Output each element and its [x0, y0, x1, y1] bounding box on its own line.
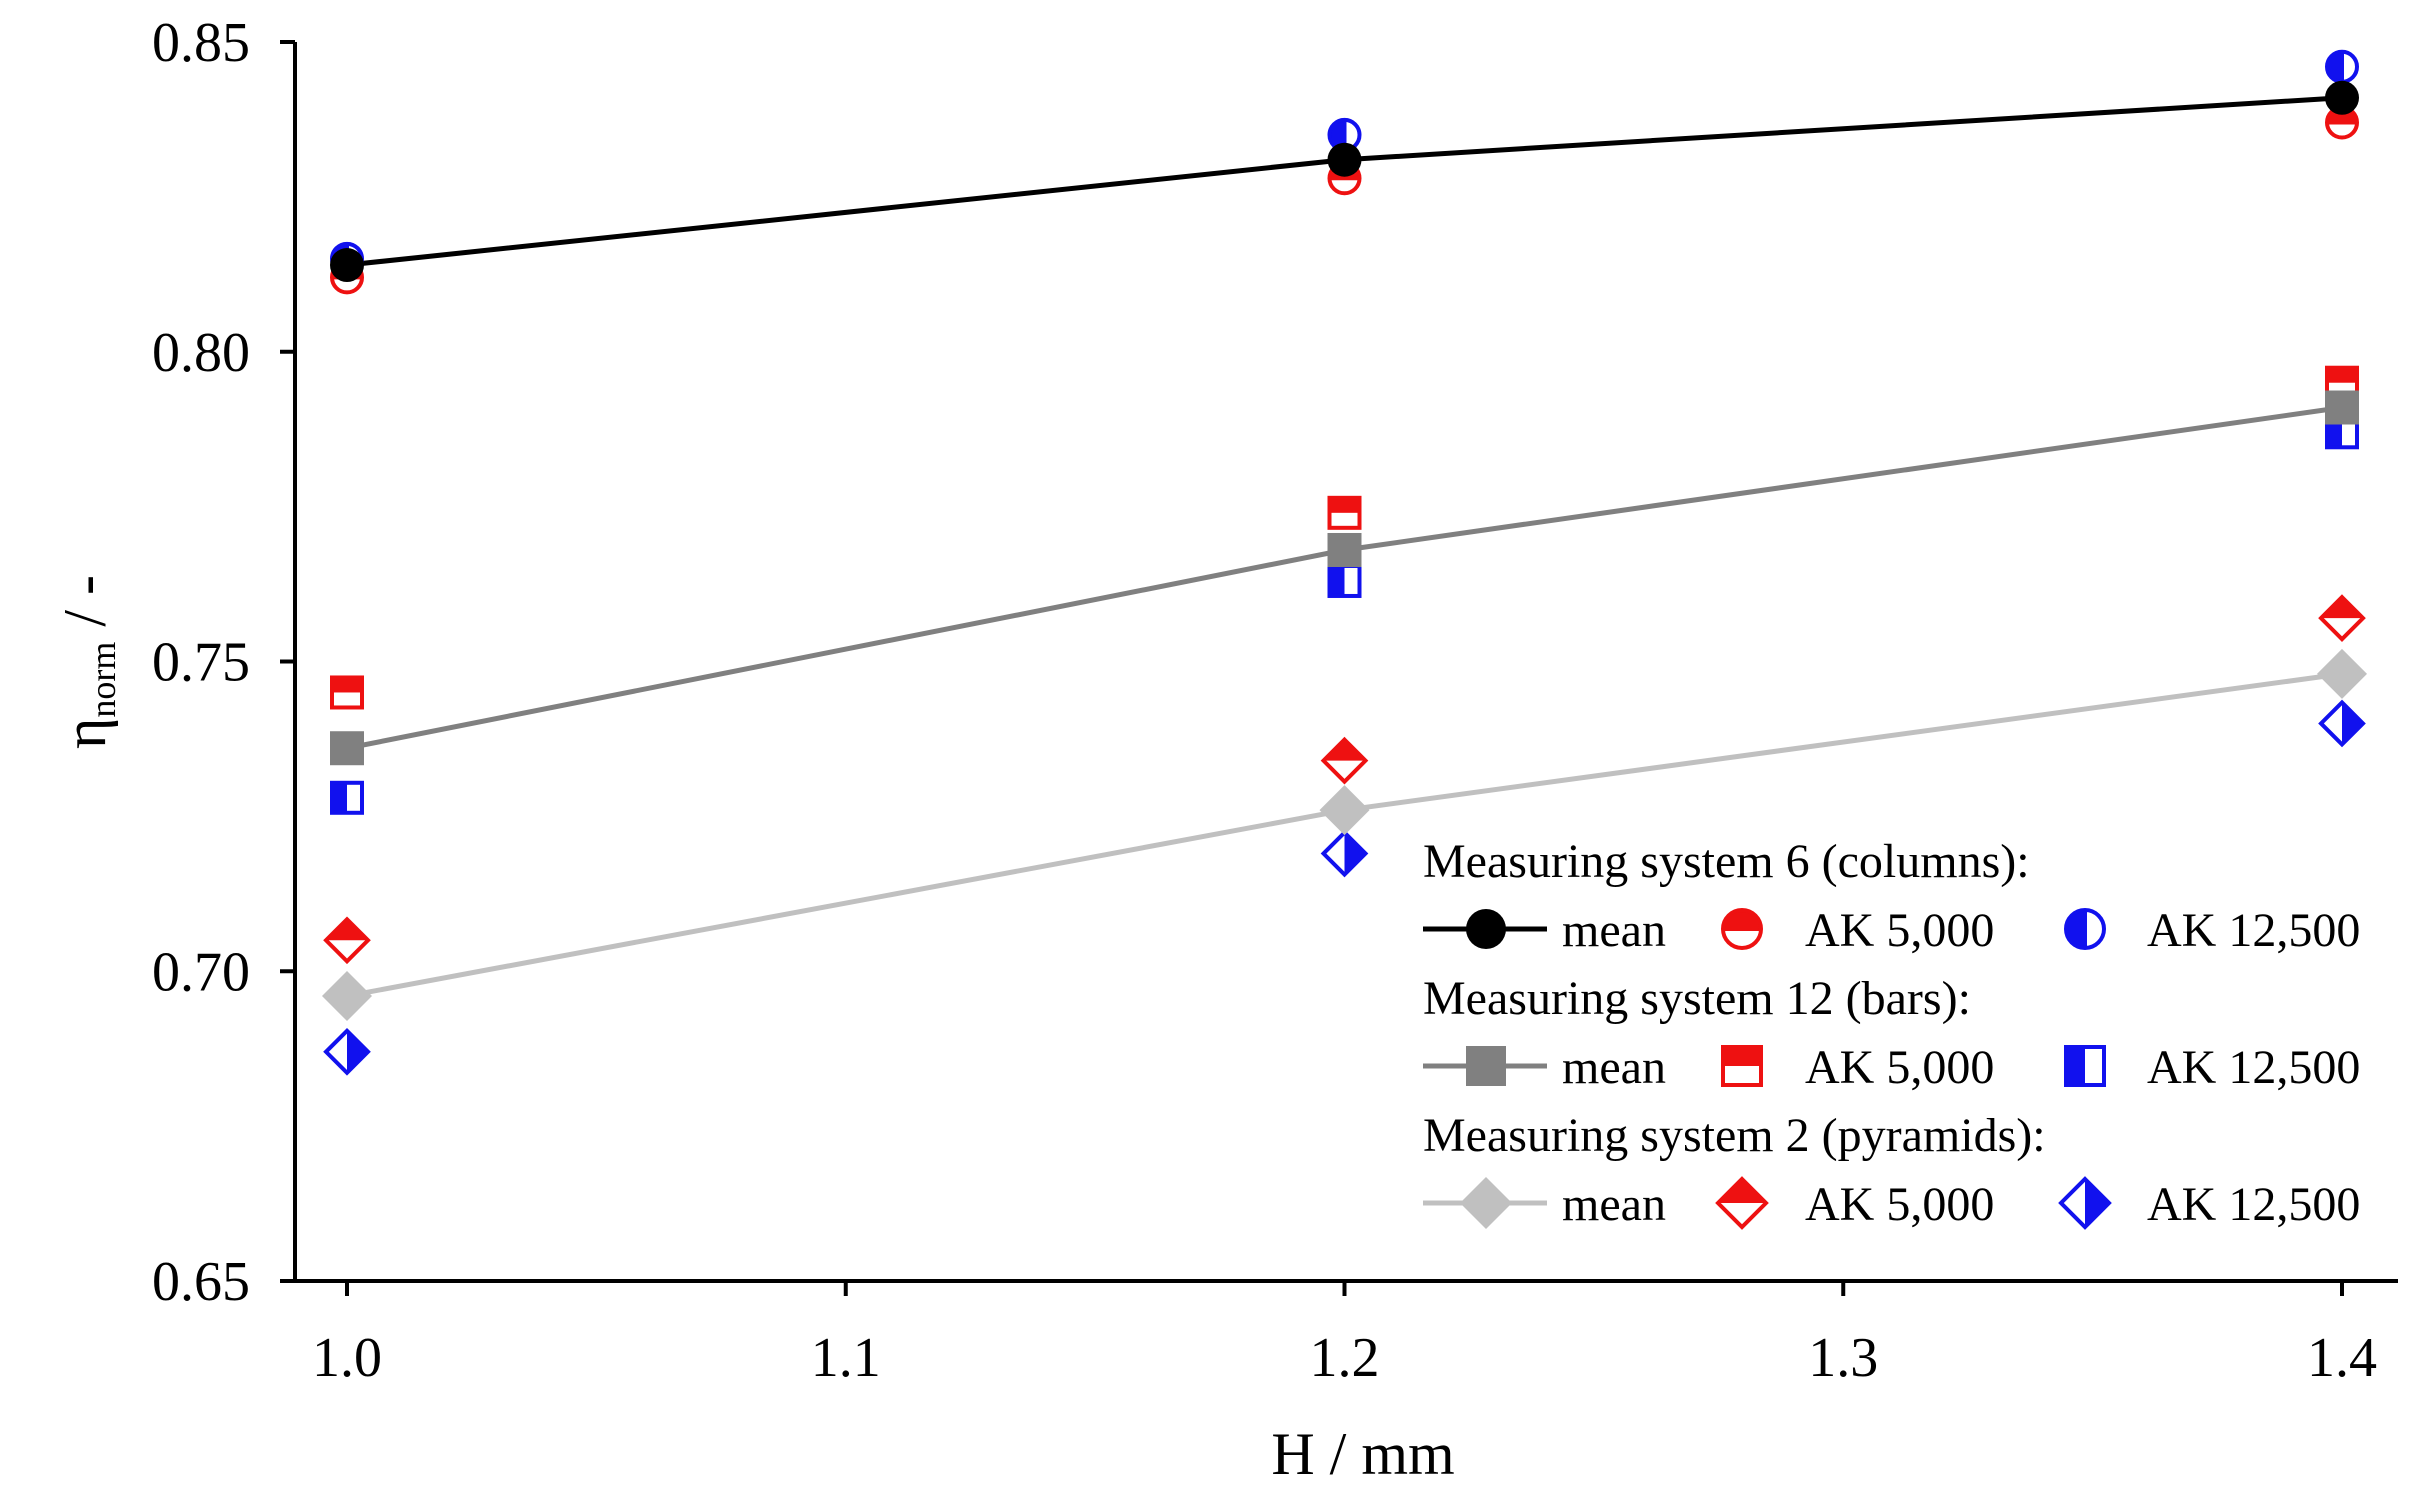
legend-label-square-ak12500: AK 12,500: [2147, 1041, 2360, 1094]
data-point-diamond-ak-12-500-3: [2318, 699, 2366, 748]
x-tick-label: 1.1: [811, 1327, 881, 1389]
legend-label-diamond-mean: mean: [1562, 1178, 1666, 1231]
data-point-diamond-mean-3: [2317, 648, 2367, 699]
x-ticks: 1.0 1.1 1.2 1.3 1.4: [312, 1281, 2377, 1389]
legend-marker-square-ak12500: [2064, 1045, 2106, 1087]
legend-label-square-mean: mean: [1562, 1041, 1666, 1094]
legend-label-diamond-ak5000: AK 5,000: [1805, 1178, 1994, 1231]
y-axis-title: ηnorm / -: [52, 575, 123, 749]
x-tick-label: 1.2: [1310, 1327, 1380, 1389]
legend-label-circle-mean: mean: [1562, 904, 1666, 957]
legend-marker-diamond-mean: [1460, 1177, 1512, 1229]
legend-label-circle-ak5000: AK 5,000: [1805, 904, 1994, 957]
svg-text:ηnorm / -: ηnorm / -: [52, 575, 123, 749]
data-point-square-ak-5-000-1: [330, 675, 364, 710]
legend-title-diamond: Measuring system 2 (pyramids):: [1423, 1109, 2046, 1162]
data-point-circle-mean-2: [1327, 142, 1362, 177]
data-point-diamond-mean-2: [1319, 785, 1370, 836]
legend-marker-circle-mean: [1466, 909, 1506, 949]
data-point-diamond-ak-12-500-2: [1320, 829, 1369, 878]
y-tick-label: 0.70: [152, 941, 250, 1003]
legend-marker-diamond-ak12500: [2058, 1176, 2112, 1230]
y-axis-unit: / -: [52, 575, 118, 642]
y-tick-label: 0.65: [152, 1251, 250, 1313]
legend-marker-square-ak5000: [1721, 1045, 1763, 1087]
legend-marker-circle-ak12500: [2064, 908, 2106, 950]
data-point-square-mean-3: [2325, 390, 2359, 425]
legend-title-circle: Measuring system 6 (columns):: [1423, 835, 2030, 888]
x-axis-title: H / mm: [1271, 1421, 1454, 1487]
data-point-square-ak-12-500-2: [1327, 563, 1362, 598]
data-point-circle-mean-3: [2325, 80, 2359, 115]
y-axis-subscript: norm: [83, 642, 123, 718]
legend-marker-diamond-ak5000: [1715, 1176, 1769, 1230]
data-point-square-ak-12-500-1: [330, 780, 364, 815]
data-point-circle-ak-12-500-3: [2325, 49, 2359, 84]
x-tick-label: 1.4: [2307, 1327, 2377, 1389]
x-tick-label: 1.3: [1808, 1327, 1878, 1389]
data-point-diamond-ak-12-500-1: [323, 1027, 371, 1076]
plot-area: [322, 49, 2367, 1076]
data-point-square-mean-2: [1327, 532, 1362, 567]
data-point-diamond-ak-5-000-1: [323, 916, 371, 965]
legend: Measuring system 6 (columns): mean AK 5,00…: [1423, 835, 2360, 1231]
legend-title-square: Measuring system 12 (bars):: [1423, 972, 1971, 1025]
y-tick-label: 0.80: [152, 322, 250, 384]
data-point-diamond-ak-5-000-3: [2318, 594, 2366, 642]
axes: [293, 42, 2398, 1283]
y-axis-symbol: η: [52, 718, 118, 749]
y-tick-label: 0.85: [152, 12, 250, 74]
data-point-circle-mean-1: [330, 248, 364, 283]
legend-label-diamond-ak12500: AK 12,500: [2147, 1178, 2360, 1231]
legend-marker-circle-ak5000: [1721, 908, 1763, 950]
data-point-square-ak-5-000-2: [1327, 495, 1362, 530]
legend-label-circle-ak12500: AK 12,500: [2147, 904, 2360, 957]
data-point-diamond-ak-5-000-2: [1320, 736, 1369, 785]
x-tick-label: 1.0: [312, 1327, 382, 1389]
legend-label-square-ak5000: AK 5,000: [1805, 1041, 1994, 1094]
y-tick-label: 0.75: [152, 632, 250, 694]
legend-marker-square-mean: [1466, 1046, 1506, 1086]
data-point-square-mean-1: [330, 731, 364, 766]
y-ticks: 0.65 0.70 0.75 0.80 0.85: [152, 12, 295, 1313]
data-point-diamond-mean-1: [322, 971, 372, 1022]
